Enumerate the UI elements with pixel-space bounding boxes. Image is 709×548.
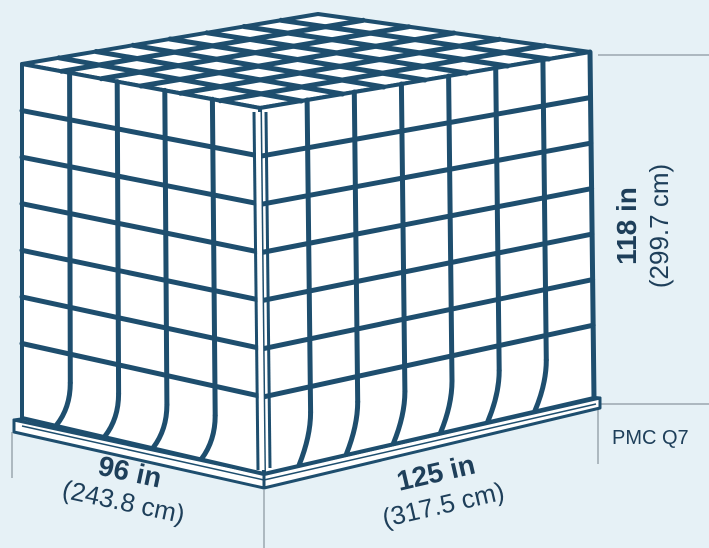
net-strap-left-hook xyxy=(199,413,218,462)
net-strap-right-vertical xyxy=(398,81,408,394)
net-strap-right-hook xyxy=(532,357,549,414)
net-strap-left-horizontal xyxy=(19,201,265,255)
height-dimension-label: 118 in (299.7 cm) xyxy=(611,164,674,288)
net-strap-left-vertical xyxy=(67,70,73,386)
net-strap-right-horizontal xyxy=(258,95,593,159)
net-strap-top xyxy=(98,24,412,82)
net-strap-left-vertical xyxy=(114,79,122,397)
net-strap-left-horizontal xyxy=(19,341,266,400)
net-strap-left-horizontal xyxy=(19,247,265,304)
net-strap-left-hook xyxy=(53,380,73,428)
net-strap-right-hook xyxy=(390,388,408,446)
net-strap-left-hook xyxy=(102,391,122,439)
height-imperial: 118 in xyxy=(611,187,642,265)
net-strap-right-horizontal xyxy=(258,140,594,207)
height-metric: (299.7 cm) xyxy=(644,164,674,288)
net-strap-left-hook xyxy=(150,402,170,451)
net-strap-right-hook xyxy=(438,378,455,436)
net-strap-right-hook xyxy=(343,399,361,457)
net-strap-left-vertical xyxy=(209,96,218,418)
cargo-left-face xyxy=(20,62,266,476)
net-strap-top xyxy=(217,43,548,104)
corner-post xyxy=(252,111,272,471)
cargo-net xyxy=(19,17,597,468)
net-strap-left-horizontal xyxy=(19,294,266,352)
net-strap-right-hook xyxy=(296,409,314,468)
net-strap-right-horizontal xyxy=(260,277,596,352)
net-strap-right-hook xyxy=(485,368,502,425)
net-strap-left-horizontal xyxy=(19,154,264,207)
net-strap-right-vertical xyxy=(351,89,361,405)
net-strap-top xyxy=(138,30,457,89)
net-strap-left-vertical xyxy=(162,87,170,408)
net-strap-right-vertical xyxy=(446,73,455,384)
net-strap-right-horizontal xyxy=(259,231,595,304)
pallet-type-label: PMC Q7 xyxy=(612,427,689,449)
net-strap-left-horizontal xyxy=(19,108,263,159)
net-strap-right-vertical xyxy=(304,97,314,415)
net-strap-top xyxy=(59,17,366,74)
net-strap-right-vertical xyxy=(540,57,549,363)
net-strap-right-horizontal xyxy=(259,186,595,255)
net-strap-top xyxy=(178,36,502,96)
net-strap-right-vertical xyxy=(493,65,502,373)
net-strap-right-horizontal xyxy=(260,322,596,400)
net-strap-edge xyxy=(587,49,597,401)
